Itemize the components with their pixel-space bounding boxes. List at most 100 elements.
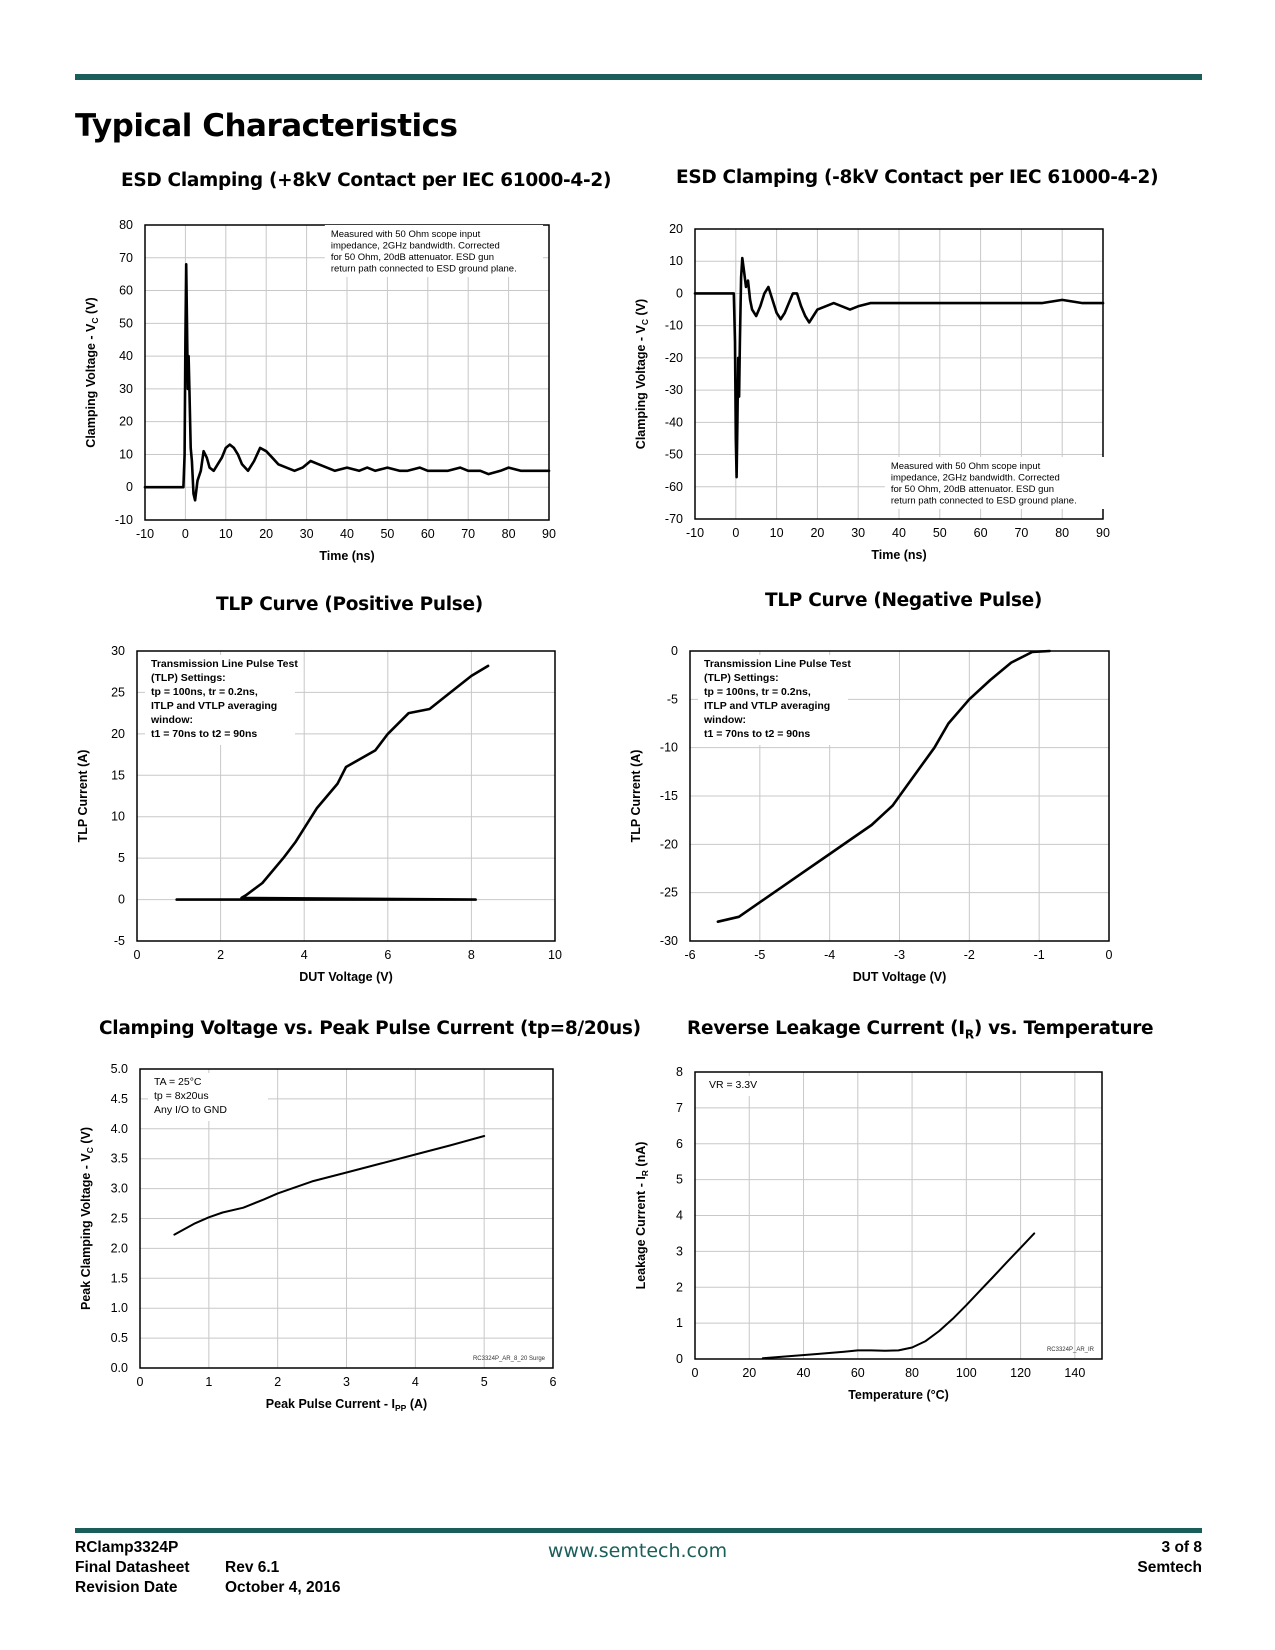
- y-axis-label-suffix: (V): [634, 299, 648, 319]
- footer-website-link[interactable]: www.semtech.com: [547, 1540, 728, 1562]
- y-tick-label: -40: [665, 415, 683, 429]
- x-tick-label: 4: [412, 1375, 419, 1389]
- y-tick-label: 5.0: [111, 1062, 128, 1076]
- x-tick-label: 40: [797, 1366, 811, 1380]
- y-axis-label-sub: C: [85, 1147, 95, 1153]
- x-tick-label: -10: [686, 526, 704, 540]
- chart-title-ir-temp: Reverse Leakage Current (IR) vs. Tempera…: [687, 1018, 1154, 1042]
- x-tick-label: 6: [550, 1375, 557, 1389]
- x-tick-label: 2: [274, 1375, 281, 1389]
- x-tick-label: 70: [1014, 526, 1028, 540]
- annotation-line: window:: [703, 714, 746, 726]
- y-axis-label-main: TLP Current (A): [76, 750, 90, 843]
- y-axis-label-main: Clamping Voltage - V: [634, 324, 648, 449]
- x-axis-label: Temperature (°C): [848, 1388, 949, 1402]
- data-series-line: [693, 256, 1105, 479]
- x-axis-label-main: Temperature (°C): [848, 1388, 949, 1402]
- y-tick-label: 2: [676, 1280, 683, 1294]
- x-tick-label: 60: [851, 1366, 865, 1380]
- x-tick-label: -5: [754, 948, 765, 962]
- chart-title-vc-ipp: Clamping Voltage vs. Peak Pulse Current …: [99, 1018, 641, 1039]
- y-tick-label: 1.0: [111, 1301, 128, 1315]
- y-axis-label-suffix: (nA): [634, 1142, 648, 1170]
- x-tick-label: 1: [205, 1375, 212, 1389]
- y-axis-label: TLP Current (A): [76, 750, 90, 843]
- x-tick-label: 70: [461, 527, 475, 541]
- x-tick-label: -4: [824, 948, 835, 962]
- y-tick-label: 2.0: [111, 1241, 128, 1255]
- annotation-line: impedance, 2GHz bandwidth. Corrected: [891, 473, 1060, 484]
- x-tick-label: 30: [300, 527, 314, 541]
- footer-left: RClamp3324P Final Datasheet Revision Dat…: [75, 1538, 190, 1598]
- annotation-box: Transmission Line Pulse Test (TLP) Settin…: [698, 655, 851, 745]
- footer-doc-type: Final Datasheet: [75, 1559, 190, 1576]
- y-axis-label-sub: R: [640, 1170, 650, 1176]
- annotation-line: Any I/O to GND: [154, 1104, 227, 1116]
- esd-clamping-negative-chart: -10 0 10 20 30 40 50 60 70 80 90 -70 -60 -50 -40 -30 -20…: [634, 222, 1110, 562]
- y-tick-label: -10: [115, 513, 133, 527]
- x-axis-label-sub: PP: [395, 1403, 407, 1413]
- x-tick-label: 0: [732, 526, 739, 540]
- annotation-line: for 50 Ohm, 20dB attenuator. ESD gun: [331, 252, 494, 263]
- x-tick-label: 3: [343, 1375, 350, 1389]
- x-tick-label: 0: [137, 1375, 144, 1389]
- x-tick-label: 20: [810, 526, 824, 540]
- y-axis-label-sub: C: [90, 317, 100, 323]
- x-tick-label: 60: [974, 526, 988, 540]
- y-tick-label: -70: [665, 512, 683, 526]
- bottom-rule: [75, 1528, 1202, 1533]
- x-tick-label: 90: [1096, 526, 1110, 540]
- chart-footnote: RC3324P_AR_IR: [1047, 1347, 1095, 1353]
- annotation-box: TA = 25°C tp = 8x20us Any I/O to GND: [148, 1073, 268, 1121]
- page-title: Typical Characteristics: [75, 108, 458, 144]
- y-tick-label: 10: [119, 447, 133, 461]
- chart-title-tlp-neg: TLP Curve (Negative Pulse): [765, 590, 1043, 611]
- y-tick-label: 15: [111, 768, 125, 782]
- y-tick-label: 25: [111, 685, 125, 699]
- x-tick-label: 10: [770, 526, 784, 540]
- annotation-background: [884, 457, 1106, 509]
- y-tick-label: -5: [114, 934, 125, 948]
- y-tick-label: -20: [660, 837, 678, 851]
- chart-title-tlp-pos: TLP Curve (Positive Pulse): [216, 594, 483, 615]
- x-tick-label: 80: [1055, 526, 1069, 540]
- x-tick-label: 20: [742, 1366, 756, 1380]
- footer-company: Semtech: [1137, 1559, 1202, 1576]
- y-tick-label: 4.5: [111, 1092, 128, 1106]
- chart-footnote: RC3324P_AR_8_20 Surge: [473, 1356, 546, 1362]
- y-tick-label: 0.0: [111, 1361, 128, 1375]
- y-axis-label: TLP Current (A): [629, 750, 643, 843]
- plot-frame: [694, 1071, 1103, 1360]
- x-tick-label: 140: [1064, 1366, 1085, 1380]
- y-tick-label: 20: [119, 415, 133, 429]
- x-tick-label: 2: [217, 948, 224, 962]
- data-series-line: [173, 1135, 486, 1236]
- x-tick-label: -6: [684, 948, 695, 962]
- x-axis-label: DUT Voltage (V): [853, 970, 947, 984]
- y-tick-label: 4.0: [111, 1122, 128, 1136]
- y-tick-label: 20: [669, 222, 683, 236]
- plot-frame: [694, 228, 1104, 520]
- footer-date: October 4, 2016: [225, 1579, 341, 1596]
- y-axis-label-suffix: (V): [84, 297, 98, 317]
- y-axis-label: Clamping Voltage - VC (V): [634, 299, 650, 449]
- x-tick-label: 0: [182, 527, 189, 541]
- y-tick-label: 40: [119, 349, 133, 363]
- plot-frame: [689, 650, 1110, 942]
- annotation-line: VR = 3.3V: [709, 1079, 757, 1091]
- x-tick-label: 0: [692, 1366, 699, 1380]
- y-tick-label: 10: [111, 810, 125, 824]
- x-tick-label: 10: [219, 527, 233, 541]
- annotation-line: ITLP and VTLP averaging: [704, 700, 830, 712]
- x-tick-label: 20: [259, 527, 273, 541]
- top-rule: [75, 74, 1202, 80]
- y-tick-label: 2.5: [111, 1212, 128, 1226]
- y-tick-label: 30: [111, 644, 125, 658]
- y-tick-label: -25: [660, 886, 678, 900]
- x-axis-label-suffix: (A): [406, 1397, 427, 1411]
- y-axis-label-suffix: (V): [79, 1127, 93, 1147]
- y-tick-label: 0.5: [111, 1331, 128, 1345]
- y-tick-label: 0: [118, 893, 125, 907]
- y-tick-label: 20: [111, 727, 125, 741]
- annotation-line: tp = 100ns, tr = 0.2ns,: [704, 686, 811, 698]
